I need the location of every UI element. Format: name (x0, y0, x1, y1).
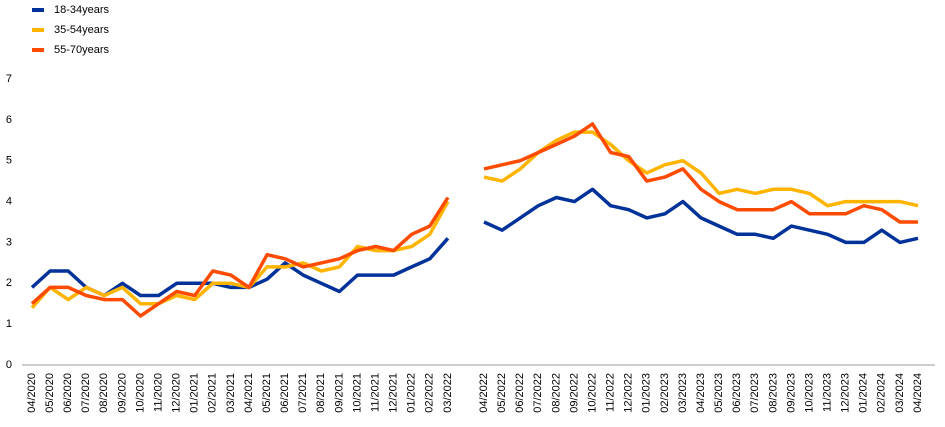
x-tick-label: 07/2023 (749, 373, 761, 413)
x-tick-label: 03/2024 (894, 373, 906, 413)
y-tick-label: 3 (6, 236, 12, 248)
x-tick-label: 06/2021 (279, 373, 291, 413)
x-tick-label: 09/2023 (785, 373, 797, 413)
x-tick-label: 08/2020 (98, 373, 110, 413)
x-tick-label: 06/2020 (62, 373, 74, 413)
x-tick-label: 01/2024 (858, 373, 870, 413)
x-tick-label: 03/2022 (442, 373, 454, 413)
x-tick-label: 06/2022 (514, 373, 526, 413)
x-tick-label: 05/2023 (713, 373, 725, 413)
x-tick-label: 11/2020 (152, 373, 164, 412)
y-tick-label: 1 (6, 318, 12, 330)
x-tick-label: 01/2022 (406, 373, 418, 413)
x-tick-label: 07/2022 (532, 373, 544, 413)
x-tick-label: 06/2023 (731, 373, 743, 413)
x-tick-label: 01/2021 (189, 373, 201, 413)
x-tick-label: 04/2023 (695, 373, 707, 413)
legend-label: 55-70years (54, 44, 110, 56)
x-tick-label: 12/2022 (623, 373, 635, 413)
y-tick-label: 7 (6, 73, 12, 85)
x-tick-label: 02/2021 (207, 373, 219, 413)
x-tick-label: 10/2021 (351, 373, 363, 413)
x-tick-label: 09/2022 (568, 373, 580, 413)
series-line (30, 130, 919, 309)
y-tick-label: 4 (6, 195, 12, 207)
y-tick-label: 6 (6, 114, 12, 126)
x-tick-label: 08/2022 (550, 373, 562, 413)
y-tick-label: 5 (6, 155, 12, 167)
legend-label: 35-54years (54, 24, 110, 36)
x-tick-label: 07/2020 (80, 373, 92, 413)
x-tick-label: 04/2022 (478, 373, 490, 413)
x-tick-label: 07/2021 (297, 373, 309, 413)
x-tick-label: 02/2022 (424, 373, 436, 413)
x-tick-label: 03/2023 (677, 373, 689, 413)
x-tick-label: 09/2021 (333, 373, 345, 413)
x-tick-label: 04/2021 (243, 373, 255, 413)
x-tick-label: 12/2021 (388, 373, 400, 413)
x-tick-label: 08/2023 (767, 373, 779, 413)
x-tick-label: 05/2021 (261, 373, 273, 413)
y-tick-label: 0 (6, 359, 12, 371)
x-tick-label: 02/2023 (659, 373, 671, 413)
y-tick-label: 2 (6, 277, 12, 289)
x-tick-label: 12/2023 (840, 373, 852, 413)
x-tick-label: 12/2020 (171, 373, 183, 413)
x-tick-label: 02/2024 (876, 373, 888, 413)
x-tick-label: 08/2021 (315, 373, 327, 413)
x-tick-label: 05/2020 (44, 373, 56, 413)
x-tick-label: 10/2022 (586, 373, 598, 413)
x-tick-label: 10/2020 (134, 373, 146, 413)
x-tick-label: 11/2023 (821, 373, 833, 412)
x-tick-label: 11/2022 (605, 373, 617, 412)
x-tick-label: 11/2021 (369, 373, 381, 412)
x-tick-label: 01/2023 (641, 373, 653, 413)
x-tick-label: 09/2020 (116, 373, 128, 413)
series-line (30, 122, 918, 318)
x-tick-label: 10/2023 (803, 373, 815, 413)
x-tick-label: 05/2022 (496, 373, 508, 413)
x-tick-label: 03/2021 (225, 373, 237, 413)
x-tick-label: 04/2024 (912, 373, 924, 413)
x-tick-label: 04/2020 (26, 373, 38, 413)
legend-label: 18-34years (54, 4, 110, 16)
